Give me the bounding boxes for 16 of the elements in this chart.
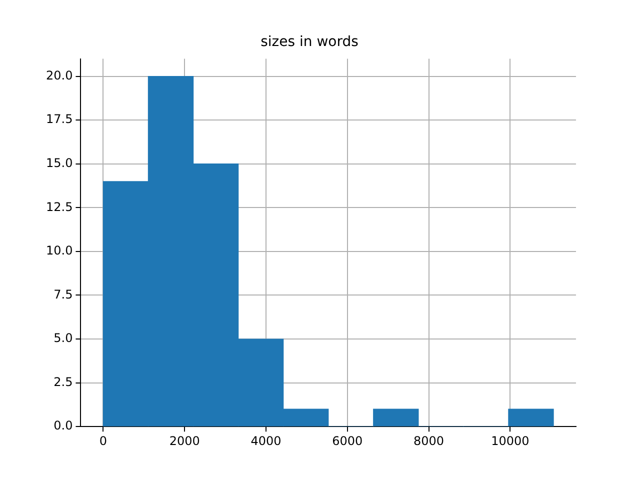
x-tick-label: 0 — [99, 434, 108, 448]
y-tick-label: 7.5 — [54, 287, 73, 302]
x-tick-label: 8000 — [413, 434, 444, 448]
y-tick-label: 17.5 — [46, 112, 73, 126]
y-tick-label: 10.0 — [46, 244, 73, 258]
y-tick-label: 2.5 — [54, 374, 73, 389]
chart-title: sizes in words — [260, 34, 358, 50]
x-tick-label: 6000 — [332, 434, 363, 448]
y-tick-label: 5.0 — [54, 331, 73, 346]
y-tick-label: 12.5 — [46, 200, 73, 214]
x-tick-label: 2000 — [169, 434, 200, 448]
y-tick-label: 15.0 — [46, 156, 73, 170]
x-tick-label: 4000 — [250, 434, 282, 448]
x-tick-label: 10000 — [491, 434, 530, 448]
y-tick-label: 20.0 — [46, 68, 73, 82]
y-tick-label: 0.0 — [54, 418, 73, 433]
